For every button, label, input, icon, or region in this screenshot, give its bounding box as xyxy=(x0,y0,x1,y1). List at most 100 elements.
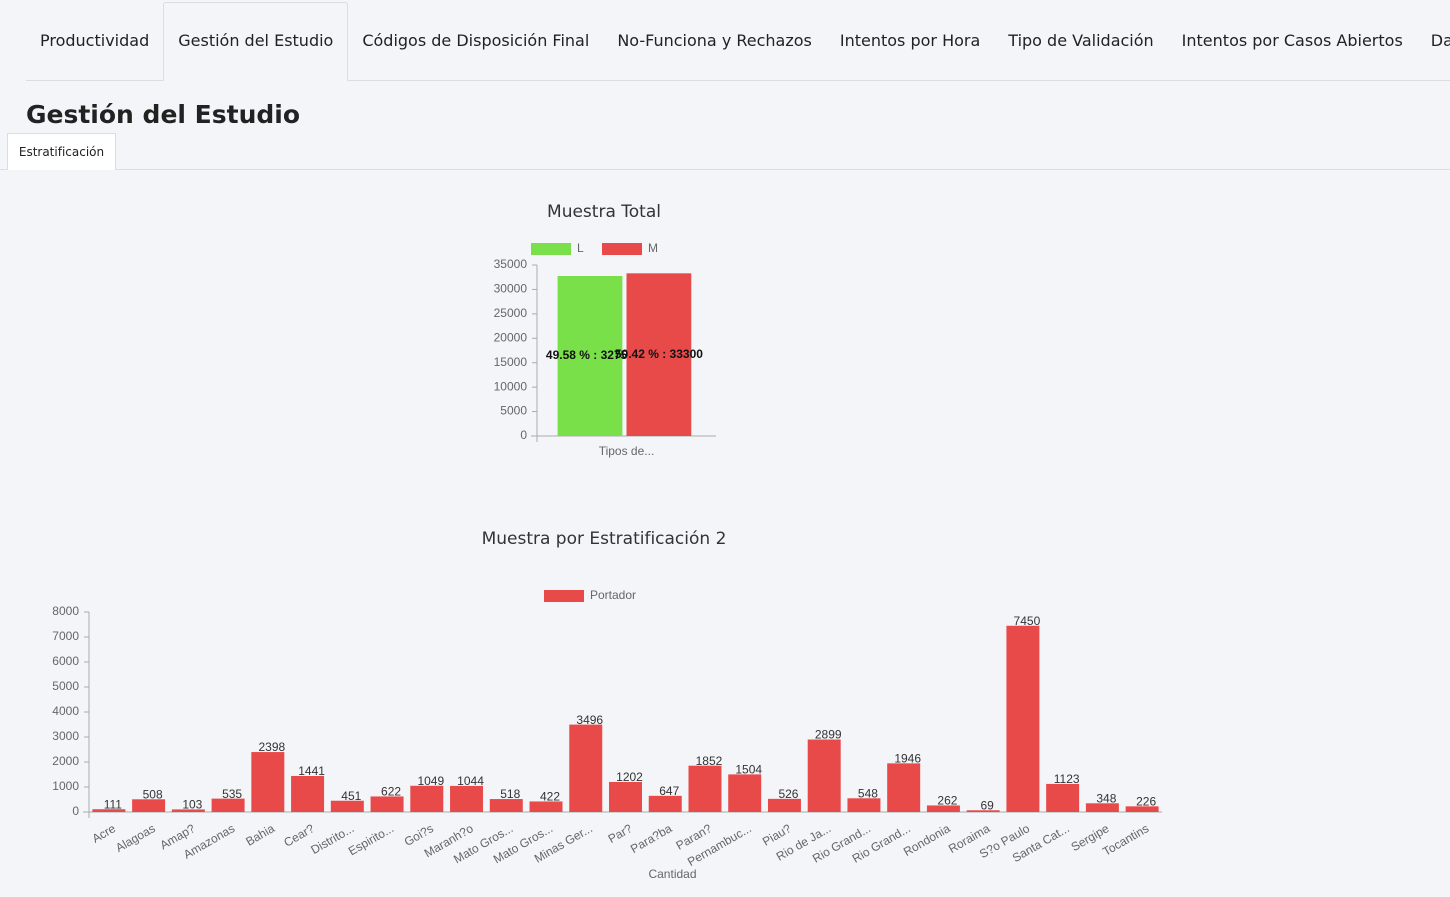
value-label: 111 xyxy=(104,797,123,811)
value-label: 1123 xyxy=(1054,772,1080,786)
legend-label: M xyxy=(648,241,658,255)
chart-title: Muestra por Estratificación 2 xyxy=(482,529,727,549)
x-tick-label: Amazonas xyxy=(181,821,237,861)
x-tick-label: Espirito... xyxy=(346,821,396,858)
bar xyxy=(557,275,623,436)
x-tick-label: Distrito... xyxy=(308,821,356,857)
y-tick-label: 4000 xyxy=(52,704,79,718)
bar xyxy=(291,775,325,812)
bar xyxy=(330,800,364,812)
y-tick-label: 0 xyxy=(520,428,527,442)
x-tick-label: Maranh?o xyxy=(422,821,476,860)
y-tick-label: 6000 xyxy=(52,654,79,668)
x-tick-label: Rio de Ja... xyxy=(774,821,834,863)
y-tick-label: 5000 xyxy=(500,404,527,418)
bar xyxy=(489,799,523,812)
legend-swatch xyxy=(531,243,571,255)
chart-title: Muestra Total xyxy=(547,202,661,222)
x-tick-label: Santa Cat... xyxy=(1010,821,1072,865)
value-label: 2398 xyxy=(258,740,285,754)
y-tick-label: 3000 xyxy=(52,729,79,743)
nav-tab[interactable]: Tipo de Validación xyxy=(1008,31,1154,50)
x-tick-label: Roraima xyxy=(946,821,993,856)
x-axis-label: Cantidad xyxy=(648,867,696,881)
value-label: 1049 xyxy=(417,774,444,788)
bar xyxy=(847,798,881,812)
value-label: 49.58 % : 32750 xyxy=(546,348,634,362)
bar xyxy=(1085,803,1119,812)
page-title: Gestión del Estudio xyxy=(26,100,301,129)
legend-swatch xyxy=(544,590,584,602)
bar xyxy=(1046,783,1080,812)
value-label: 1852 xyxy=(696,754,723,768)
tab-bar: Productividad Gestión del Estudio Códigos … xyxy=(26,0,1450,81)
legend-label: Portador xyxy=(590,588,636,602)
x-tick-label: Mato Gros... xyxy=(491,821,555,866)
y-tick-label: 15000 xyxy=(494,355,528,369)
y-tick-label: 20000 xyxy=(494,330,528,344)
value-label: 1946 xyxy=(894,752,921,766)
x-tick-label: Alagoas xyxy=(113,821,158,855)
bar xyxy=(688,765,722,812)
x-tick-label: Par? xyxy=(606,821,635,846)
bar xyxy=(569,724,603,812)
value-label: 508 xyxy=(143,787,163,801)
bar xyxy=(966,810,1000,812)
value-label: 2899 xyxy=(815,728,842,742)
bar xyxy=(648,795,682,812)
bar xyxy=(171,809,205,812)
bar xyxy=(626,273,692,436)
value-label: 1044 xyxy=(457,774,484,788)
value-label: 1504 xyxy=(735,763,762,777)
nav-tab[interactable]: Gestión del Estudio xyxy=(163,2,349,81)
bar xyxy=(926,805,960,812)
value-label: 50.42 % : 33300 xyxy=(615,347,703,361)
x-tick-label: Sergipe xyxy=(1069,821,1112,854)
x-tick-label: Para?ba xyxy=(628,821,675,856)
nav-tab[interactable]: Intentos por Hora xyxy=(839,31,981,50)
bar xyxy=(887,763,921,812)
value-label: 348 xyxy=(1096,791,1116,805)
x-tick-label: Pernambuc... xyxy=(685,821,754,869)
nav-tab[interactable]: Productividad xyxy=(40,31,150,50)
x-tick-label: Minas Ger... xyxy=(532,821,595,865)
bar xyxy=(807,739,841,812)
x-tick-label: Bahia xyxy=(243,821,277,849)
x-tick-label: Rondonia xyxy=(901,821,953,859)
value-label: 535 xyxy=(222,787,242,801)
legend-label: L xyxy=(577,241,584,255)
x-tick-label: Cear? xyxy=(281,821,317,850)
bar xyxy=(410,785,444,812)
subtab-bar: Estratificación xyxy=(0,133,1450,170)
y-tick-label: 2000 xyxy=(52,754,79,768)
value-label: 518 xyxy=(500,787,520,801)
nav-tab[interactable]: Códigos de Disposición Final xyxy=(362,31,590,50)
bar xyxy=(767,798,801,812)
value-label: 422 xyxy=(540,790,560,804)
y-tick-label: 7000 xyxy=(52,629,79,643)
value-label: 7450 xyxy=(1014,614,1041,628)
nav-tab[interactable]: Intentos por Casos Abiertos xyxy=(1181,31,1403,50)
value-label: 226 xyxy=(1136,795,1156,809)
y-tick-label: 0 xyxy=(72,804,79,818)
x-tick-label: Mato Gros... xyxy=(451,821,515,866)
x-tick-label: Piau? xyxy=(760,821,794,849)
bar xyxy=(450,785,484,812)
x-tick-label: Paran? xyxy=(674,821,715,853)
value-label: 622 xyxy=(381,785,401,799)
nav-tab[interactable]: No-Funciona y Rechazos xyxy=(617,31,812,50)
bar xyxy=(251,752,285,812)
y-tick-label: 5000 xyxy=(52,679,79,693)
bar xyxy=(92,809,126,812)
bar xyxy=(1125,806,1159,812)
bar xyxy=(529,801,563,812)
subtab[interactable]: Estratificación xyxy=(7,133,116,170)
x-tick-label: Rio Grand... xyxy=(850,821,913,865)
nav-tab[interactable]: Dayparts xyxy=(1430,31,1450,50)
y-tick-label: 25000 xyxy=(494,306,528,320)
value-label: 647 xyxy=(659,784,679,798)
value-label: 103 xyxy=(182,798,202,812)
x-tick-label: S?o Paulo xyxy=(977,821,1032,861)
bar xyxy=(211,798,245,812)
y-tick-label: 10000 xyxy=(494,379,528,393)
